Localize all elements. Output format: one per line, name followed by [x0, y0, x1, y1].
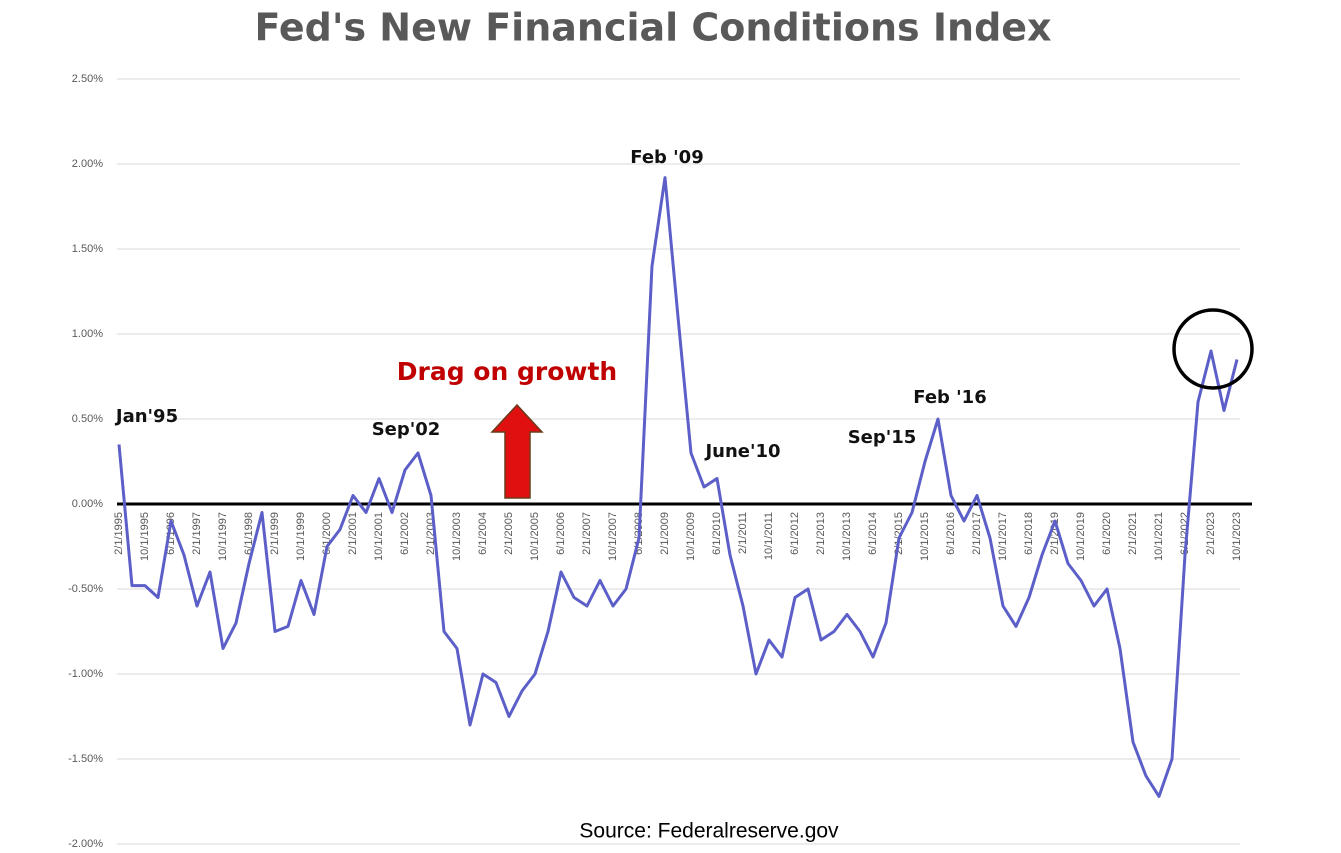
y-tick-label: 1.50% — [72, 243, 103, 255]
x-tick-label: 6/1/2004 — [477, 512, 489, 555]
x-tick-label: 10/1/2005 — [529, 512, 541, 561]
x-tick-label: 10/1/2011 — [763, 512, 775, 560]
x-tick-label: 10/1/2001 — [373, 512, 385, 561]
x-tick-label: 2/1/1999 — [269, 512, 281, 555]
annotation: Feb '09 — [630, 147, 704, 168]
y-tick-label: -0.50% — [68, 583, 103, 595]
x-tick-label: 6/1/2018 — [1023, 512, 1035, 555]
line-series — [117, 176, 1239, 798]
x-tick-label: 2/1/2017 — [971, 512, 983, 555]
y-tick-label: 2.50% — [72, 73, 103, 85]
x-tick-label: 6/1/2020 — [1101, 512, 1113, 555]
x-tick-label: 10/1/2021 — [1153, 512, 1165, 561]
annotation: June'10 — [703, 441, 780, 462]
y-tick-label: -2.00% — [68, 838, 103, 850]
x-tick-label: 10/1/2003 — [451, 512, 463, 561]
y-tick-label: 2.00% — [72, 158, 103, 170]
x-tick-label: 6/1/2014 — [867, 512, 879, 555]
x-tick-label: 10/1/2015 — [919, 512, 931, 561]
chart-title: Fed's New Financial Conditions Index — [254, 6, 1051, 50]
x-tick-label: 2/1/1995 — [113, 512, 125, 555]
x-tick-label: 2/1/2005 — [503, 512, 515, 555]
y-tick-label: -1.00% — [68, 668, 103, 680]
x-tick-label: 10/1/2007 — [607, 512, 619, 561]
x-tick-label: 2/1/2007 — [581, 512, 593, 555]
annotation: Drag on growth — [397, 357, 617, 386]
source: Source: Federalreserve.gov — [579, 820, 839, 843]
x-tick-label: 2/1/2013 — [815, 512, 827, 555]
x-tick-label: 6/1/2006 — [555, 512, 567, 555]
x-tick-label: 10/1/2017 — [997, 512, 1009, 561]
x-tick-label: 6/1/2016 — [945, 512, 957, 555]
y-tick-label: -1.50% — [68, 753, 103, 765]
x-tick-label: 6/1/2012 — [789, 512, 801, 555]
x-tick-label: 10/1/2009 — [685, 512, 697, 561]
x-tick-label: 2/1/1997 — [191, 512, 203, 555]
arrow — [490, 403, 544, 499]
x-labels: 2/1/1995 10/1/1995 6/1/1996 2/1/1997 10/1/19… — [113, 512, 1243, 561]
x-tick-label: 10/1/2013 — [841, 512, 853, 561]
x-tick-label: 2/1/2011 — [737, 512, 749, 554]
x-tick-label: 6/1/2002 — [399, 512, 411, 555]
y-tick-label: 0.50% — [72, 413, 103, 425]
grid: -2.00% -1.50% -1.00% -0.50% 0.00% 0.50% 1.00% 1… — [68, 73, 1240, 850]
y-tick-label: 1.00% — [72, 328, 103, 340]
x-tick-label: 2/1/2019 — [1049, 512, 1061, 555]
annotation: Jan'95 — [114, 406, 178, 427]
x-tick-label: 10/1/2019 — [1075, 512, 1087, 561]
y-tick-label: 0.00% — [72, 498, 103, 510]
x-tick-label: 2/1/2009 — [659, 512, 671, 555]
plot — [117, 176, 1252, 798]
x-tick-label: 10/1/2023 — [1231, 512, 1243, 561]
x-tick-label: 10/1/1995 — [139, 512, 151, 561]
x-tick-label: 2/1/2021 — [1127, 512, 1139, 555]
x-tick-label: 6/1/2010 — [711, 512, 723, 555]
highlight-circle — [1172, 308, 1254, 390]
x-tick-label: 6/1/1998 — [243, 512, 255, 555]
x-tick-label: 2/1/2023 — [1205, 512, 1217, 555]
annotation: Sep'15 — [848, 427, 917, 448]
x-tick-label: 2/1/2001 — [347, 512, 359, 555]
x-tick-label: 10/1/1999 — [295, 512, 307, 561]
annotation: Sep'02 — [372, 419, 441, 440]
x-tick-label: 2/1/2015 — [893, 512, 905, 555]
annotation: Feb '16 — [913, 387, 987, 408]
x-tick-label: 10/1/1997 — [217, 512, 229, 561]
